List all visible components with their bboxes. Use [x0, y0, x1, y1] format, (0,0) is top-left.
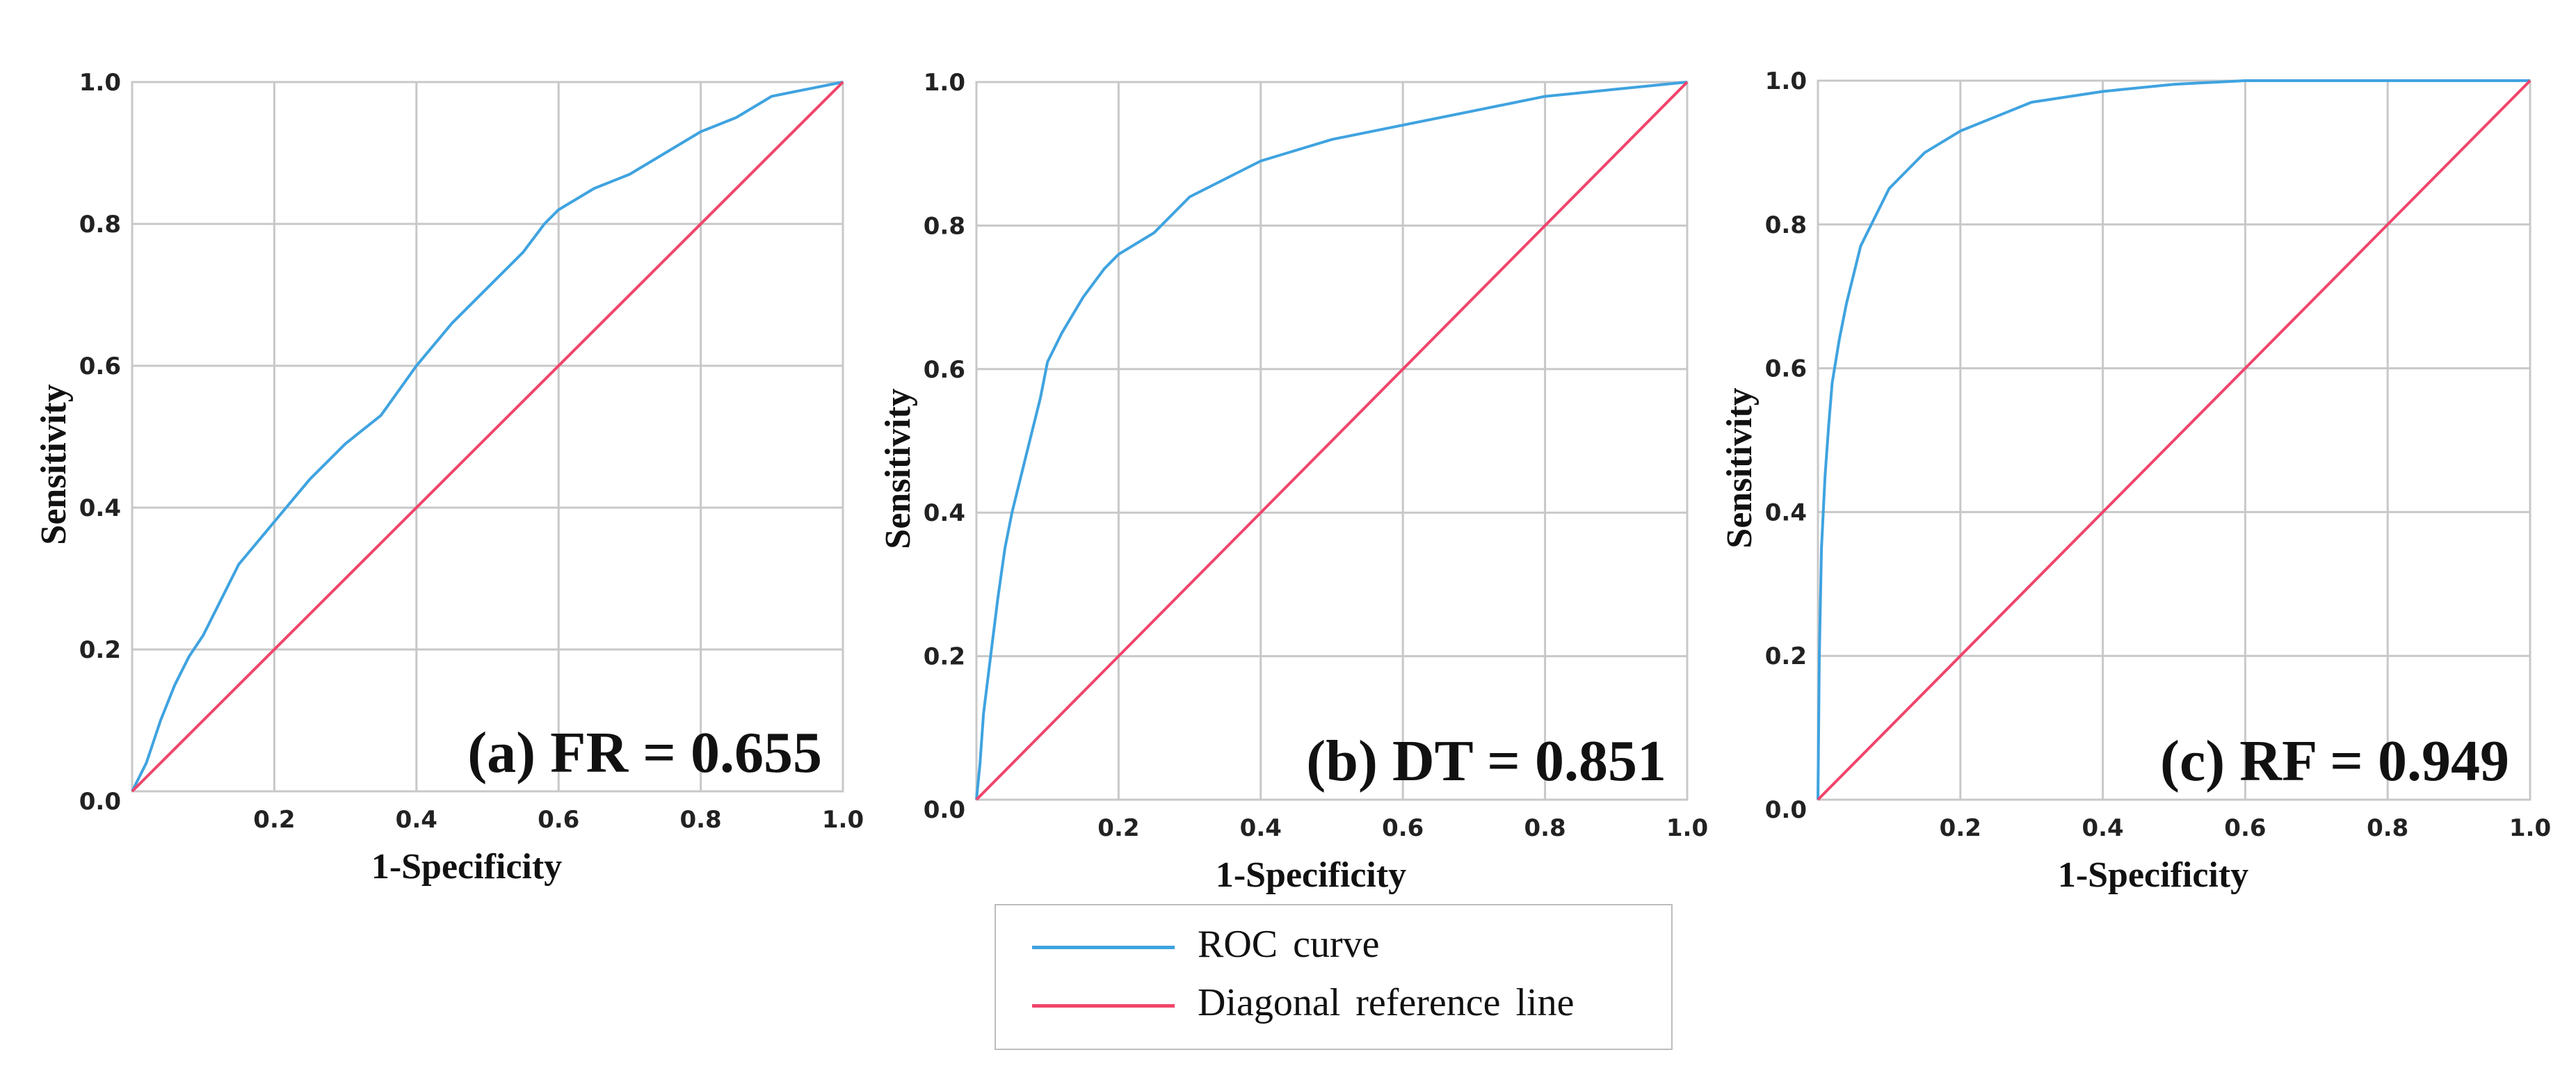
panel-b: 0.0 0.2 0.4 0.6 0.8 1.0 0.2 0.4 0.6 0.8 1.0 1-Speci…	[878, 69, 1708, 895]
y-tick-label: 0.6	[1765, 355, 1807, 383]
x-tick-label: 1.0	[2509, 814, 2551, 842]
x-tick-label: 0.6	[2224, 814, 2266, 842]
y-tick-label: 0.0	[79, 788, 121, 816]
x-tick-label: 0.8	[1524, 814, 1565, 842]
auc-annotation: (a) FR = 0.655	[467, 720, 822, 785]
auc-annotation: (c) RF = 0.949	[2160, 729, 2509, 793]
legend-swatch-roc	[1032, 946, 1175, 949]
x-tick-label: 0.2	[253, 806, 295, 834]
y-tick-label: 0.6	[924, 356, 965, 384]
y-tick-label: 0.8	[924, 212, 965, 240]
y-axis-title: Sensitivity	[34, 384, 74, 544]
y-tick-label: 0.4	[924, 499, 965, 527]
plot-frame	[1817, 79, 2531, 801]
x-tick-label: 0.6	[538, 806, 579, 834]
legend-swatch-diagonal	[1032, 1004, 1175, 1008]
y-tick-label: 0.2	[924, 643, 965, 671]
x-tick-label: 0.8	[679, 806, 721, 834]
y-tick-label: 0.0	[1765, 796, 1807, 824]
y-tick-label: 0.4	[79, 494, 121, 522]
auc-annotation: (b) DT = 0.851	[1306, 729, 1666, 793]
y-axis-title: Sensitivity	[1720, 387, 1760, 548]
y-axis-title: Sensitivity	[878, 388, 918, 549]
y-tick-label: 0.2	[79, 636, 121, 664]
diagonal-reference-line	[131, 81, 844, 793]
x-tick-label: 0.4	[2082, 814, 2123, 842]
legend: ROC curve Diagonal reference line	[995, 904, 1673, 1050]
panel-a: 0.0 0.2 0.4 0.6 0.8 1.0 0.2 0.4 0.6 0.8 1.0 1-Speci…	[34, 69, 864, 887]
panel-c: 0.0 0.2 0.4 0.6 0.8 1.0 0.2 0.4 0.6 0.8 1.0 1-Speci…	[1720, 67, 2551, 895]
y-tick-label: 0.4	[1765, 499, 1807, 526]
x-tick-label: 0.8	[2367, 814, 2408, 842]
plot-frame	[975, 81, 1689, 801]
legend-item-roc: ROC curve	[996, 919, 1671, 975]
y-tick-label: 0.8	[79, 211, 121, 239]
x-tick-label: 0.2	[1940, 814, 1981, 842]
roc-curve	[975, 81, 1688, 800]
roc-curve	[131, 81, 844, 792]
legend-item-diagonal: Diagonal reference line	[996, 978, 1671, 1033]
y-tick-label: 1.0	[1765, 67, 1807, 95]
x-tick-label: 0.2	[1097, 814, 1139, 842]
y-tick-label: 0.2	[1765, 643, 1807, 670]
legend-label-roc: ROC curve	[1198, 923, 1380, 966]
x-tick-label: 1.0	[1666, 814, 1708, 842]
y-tick-label: 1.0	[924, 69, 965, 97]
y-tick-label: 0.6	[79, 353, 121, 380]
x-axis-title: 1-Specificity	[371, 847, 562, 887]
roc-curve	[1817, 79, 2530, 800]
plot-frame	[131, 81, 844, 793]
y-tick-label: 0.8	[1765, 211, 1807, 239]
x-tick-label: 1.0	[822, 806, 864, 834]
x-tick-label: 0.4	[1240, 814, 1282, 842]
diagonal-reference-line	[975, 81, 1689, 801]
x-axis-title: 1-Specificity	[2058, 855, 2248, 895]
y-tick-label: 1.0	[79, 69, 121, 97]
x-axis-title: 1-Specificity	[1216, 855, 1406, 895]
legend-label-diagonal: Diagonal reference line	[1198, 981, 1575, 1024]
y-tick-label: 0.0	[924, 796, 965, 824]
diagonal-reference-line	[1817, 79, 2531, 801]
x-tick-label: 0.4	[396, 806, 437, 834]
x-tick-label: 0.6	[1382, 814, 1424, 842]
